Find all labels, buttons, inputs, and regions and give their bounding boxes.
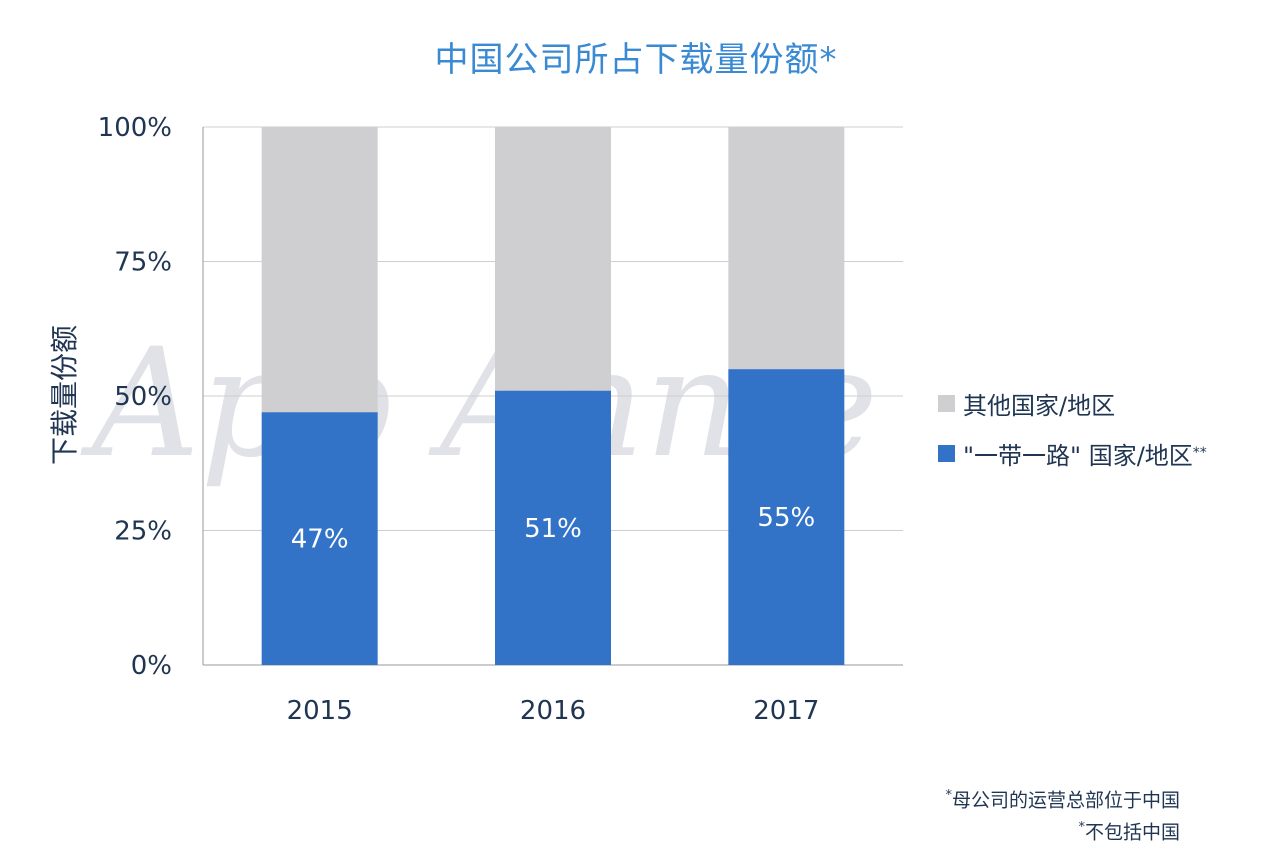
bar-2016-series-0	[495, 390, 611, 665]
bar-2017-series-0	[728, 369, 845, 665]
x-tick-label: 2015	[287, 696, 353, 726]
footnote-2-text: 不包括中国	[1084, 821, 1180, 844]
bar-2016-series-1	[495, 127, 611, 391]
bar-value-label: 55%	[757, 503, 815, 533]
legend: 其他国家/地区 "一带一路" 国家/地区 **	[938, 378, 1207, 478]
y-tick-label: 25%	[114, 517, 172, 547]
legend-footnote-mark: **	[1192, 445, 1207, 461]
footnote-1-text: 母公司的运营总部位于中国	[951, 789, 1180, 812]
legend-label-other: 其他国家/地区	[963, 391, 1116, 420]
y-tick-label: 50%	[114, 382, 172, 412]
legend-item-belt-road: "一带一路" 国家/地区 **	[938, 428, 1207, 478]
y-tick-label: 100%	[98, 113, 172, 143]
bar-2017-series-1	[728, 127, 845, 370]
legend-label-belt-road: "一带一路" 国家/地区	[963, 441, 1193, 470]
y-tick-label: 75%	[114, 248, 172, 278]
x-tick-label: 2017	[753, 696, 819, 726]
bar-value-label: 51%	[524, 514, 582, 544]
bar-2015-series-1	[261, 127, 378, 413]
footnotes: *母公司的运营总部位于中国 *不包括中国	[945, 782, 1180, 847]
x-tick-label: 2016	[520, 696, 586, 726]
bar-value-label: 47%	[291, 525, 349, 555]
y-axis-label: 下载量份额	[48, 324, 81, 466]
footnote-1-mark: *	[945, 788, 952, 803]
y-tick-label: 0%	[131, 651, 172, 681]
footnote-2: *不包括中国	[945, 814, 1180, 846]
footnote-1: *母公司的运营总部位于中国	[945, 782, 1180, 814]
chart-title: 中国公司所占下载量份额*	[434, 40, 838, 80]
legend-swatch-belt-road	[938, 444, 955, 462]
bar-2015-series-0	[261, 412, 378, 665]
legend-item-other: 其他国家/地区	[938, 378, 1207, 428]
legend-swatch-other	[938, 394, 955, 412]
footnote-2-mark: *	[1078, 820, 1085, 836]
